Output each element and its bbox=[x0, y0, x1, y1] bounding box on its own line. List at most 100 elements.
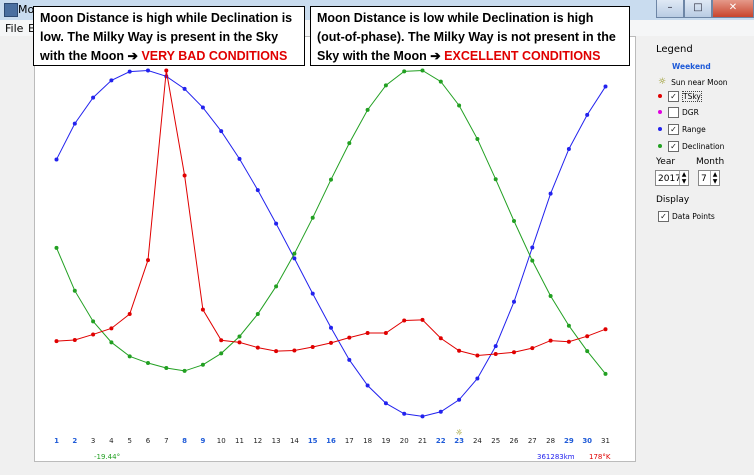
data-point-declination-15 bbox=[310, 215, 315, 220]
tick-label-day-11: 11 bbox=[235, 437, 244, 445]
data-point-declination-6 bbox=[146, 361, 150, 366]
maximize-button[interactable]: □ bbox=[684, 0, 712, 18]
range-checkbox[interactable]: ✓ bbox=[668, 123, 679, 135]
data-point-declination-10 bbox=[219, 351, 224, 356]
tick-label-day-17: 17 bbox=[345, 437, 354, 445]
declination-checkbox[interactable]: ✓ bbox=[668, 140, 679, 152]
data-point-range-30 bbox=[585, 112, 590, 117]
menu-file[interactable]: File bbox=[5, 22, 24, 35]
tsky-checkbox[interactable]: ✓ bbox=[668, 90, 679, 102]
data-point-tsky-14 bbox=[292, 348, 297, 353]
app-icon bbox=[4, 3, 18, 17]
legend-label-range: Range bbox=[682, 124, 706, 134]
legend-label-sun: Sun near Moon bbox=[671, 77, 728, 87]
data-point-tsky-30 bbox=[585, 334, 590, 339]
callout-left-highlight: VERY BAD CONDITIONS bbox=[141, 49, 288, 63]
callout-right-highlight: EXCELLENT CONDITIONS bbox=[444, 49, 601, 63]
tick-label-day-14: 14 bbox=[290, 437, 299, 445]
chart-svg: 1 2 3 4 5 6 7 8 9 10 11 12 13 14 15 16 17 18 19 20 21 22 23 24 2… bbox=[54, 68, 610, 445]
data-point-range-5 bbox=[127, 69, 132, 74]
series-line-range bbox=[56, 69, 606, 417]
tick-label-day-27: 27 bbox=[528, 437, 537, 445]
data-point-declination-18 bbox=[365, 107, 370, 112]
dgr-checkbox[interactable] bbox=[668, 106, 679, 118]
data-points-label: Data Points bbox=[672, 211, 715, 221]
data-points-checkbox[interactable]: ✓ bbox=[658, 210, 669, 222]
tick-label-day-18: 18 bbox=[363, 437, 372, 445]
tick-label-day-21: 21 bbox=[418, 437, 427, 445]
data-point-declination-22 bbox=[438, 79, 443, 84]
data-point-range-11 bbox=[237, 156, 242, 161]
data-point-range-23 bbox=[457, 397, 462, 402]
data-point-range-29 bbox=[566, 146, 571, 151]
range-readout: 361283km bbox=[537, 453, 575, 461]
data-point-declination-13 bbox=[274, 284, 279, 289]
data-point-tsky-17 bbox=[347, 335, 352, 340]
tsky-readout: 178°K bbox=[589, 453, 611, 461]
data-point-range-19 bbox=[383, 401, 388, 406]
data-point-declination-8 bbox=[182, 368, 187, 373]
data-point-tsky-26 bbox=[512, 350, 516, 355]
data-point-declination-5 bbox=[127, 354, 132, 359]
weekend-label: Weekend bbox=[672, 62, 711, 71]
data-point-range-13 bbox=[274, 221, 279, 226]
data-point-declination-29 bbox=[566, 323, 571, 328]
callout-right-text: Moon Distance is low while Declination i… bbox=[317, 11, 616, 63]
tick-label-day-28: 28 bbox=[546, 437, 555, 445]
data-point-tsky-18 bbox=[365, 331, 370, 335]
tick-label-day-7: 7 bbox=[164, 437, 168, 445]
minimize-button[interactable]: – bbox=[656, 0, 684, 18]
data-point-range-24 bbox=[475, 376, 480, 381]
data-point-tsky-21 bbox=[420, 317, 425, 322]
tick-label-day-6: 6 bbox=[146, 437, 151, 445]
data-point-range-14 bbox=[292, 256, 297, 261]
tick-label-day-12: 12 bbox=[253, 437, 262, 445]
data-point-declination-27 bbox=[530, 258, 535, 263]
legend-item-sun: ☼ Sun near Moon bbox=[658, 75, 728, 89]
data-point-tsky-12 bbox=[255, 345, 260, 350]
tick-label-day-26: 26 bbox=[510, 437, 519, 445]
series-line-tsky bbox=[56, 70, 606, 356]
year-spin-arrows-icon[interactable]: ▲ ▼ bbox=[679, 171, 688, 185]
sun-icon: ☼ bbox=[658, 77, 667, 87]
data-point-declination-19 bbox=[383, 83, 388, 88]
month-spin-arrows-icon[interactable]: ▲ ▼ bbox=[710, 171, 719, 185]
data-point-range-3 bbox=[91, 95, 96, 100]
data-point-range-21 bbox=[420, 414, 425, 419]
sun-near-moon-marker-icon: ☼ bbox=[456, 428, 463, 437]
data-point-declination-21 bbox=[420, 68, 425, 73]
tick-label-day-5: 5 bbox=[127, 437, 131, 445]
data-point-tsky-31 bbox=[603, 327, 608, 332]
close-button[interactable]: ✕ bbox=[712, 0, 754, 18]
data-point-declination-26 bbox=[512, 219, 516, 223]
month-spinner[interactable]: 7 ▲ ▼ bbox=[698, 170, 720, 186]
menu-edit[interactable]: E bbox=[28, 22, 35, 35]
tick-label-day-23: 23 bbox=[454, 437, 464, 445]
data-point-tsky-4 bbox=[109, 326, 114, 331]
data-point-range-27 bbox=[530, 245, 535, 250]
window-controls: – □ ✕ bbox=[656, 0, 754, 18]
data-point-declination-31 bbox=[603, 371, 608, 376]
legend-item-tsky: ✓ TSky bbox=[658, 89, 702, 103]
legend-title: Legend bbox=[656, 44, 693, 55]
year-spinner[interactable]: 2017 ▲ ▼ bbox=[655, 170, 689, 186]
data-point-range-22 bbox=[438, 409, 443, 414]
data-point-tsky-8 bbox=[182, 173, 187, 178]
data-point-declination-16 bbox=[329, 177, 333, 182]
data-point-tsky-28 bbox=[548, 338, 553, 343]
dgr-dot-icon bbox=[658, 110, 662, 114]
tick-label-day-30: 30 bbox=[582, 437, 592, 445]
tick-label-day-22: 22 bbox=[436, 437, 446, 445]
legend-item-range: ✓ Range bbox=[658, 122, 706, 136]
tick-label-day-3: 3 bbox=[91, 437, 95, 445]
legend-panel: Legend Weekend ☼ Sun near Moon ✓ TSky DG… bbox=[650, 40, 746, 465]
data-point-tsky-5 bbox=[127, 312, 132, 317]
tick-label-day-1: 1 bbox=[54, 437, 59, 445]
data-point-declination-4 bbox=[109, 340, 114, 345]
data-point-tsky-9 bbox=[200, 307, 205, 312]
data-point-declination-20 bbox=[402, 69, 407, 74]
data-point-range-25 bbox=[493, 344, 498, 349]
data-point-tsky-27 bbox=[530, 346, 535, 351]
legend-label-declination: Declination bbox=[682, 141, 725, 151]
callout-right: Moon Distance is low while Declination i… bbox=[310, 6, 630, 66]
